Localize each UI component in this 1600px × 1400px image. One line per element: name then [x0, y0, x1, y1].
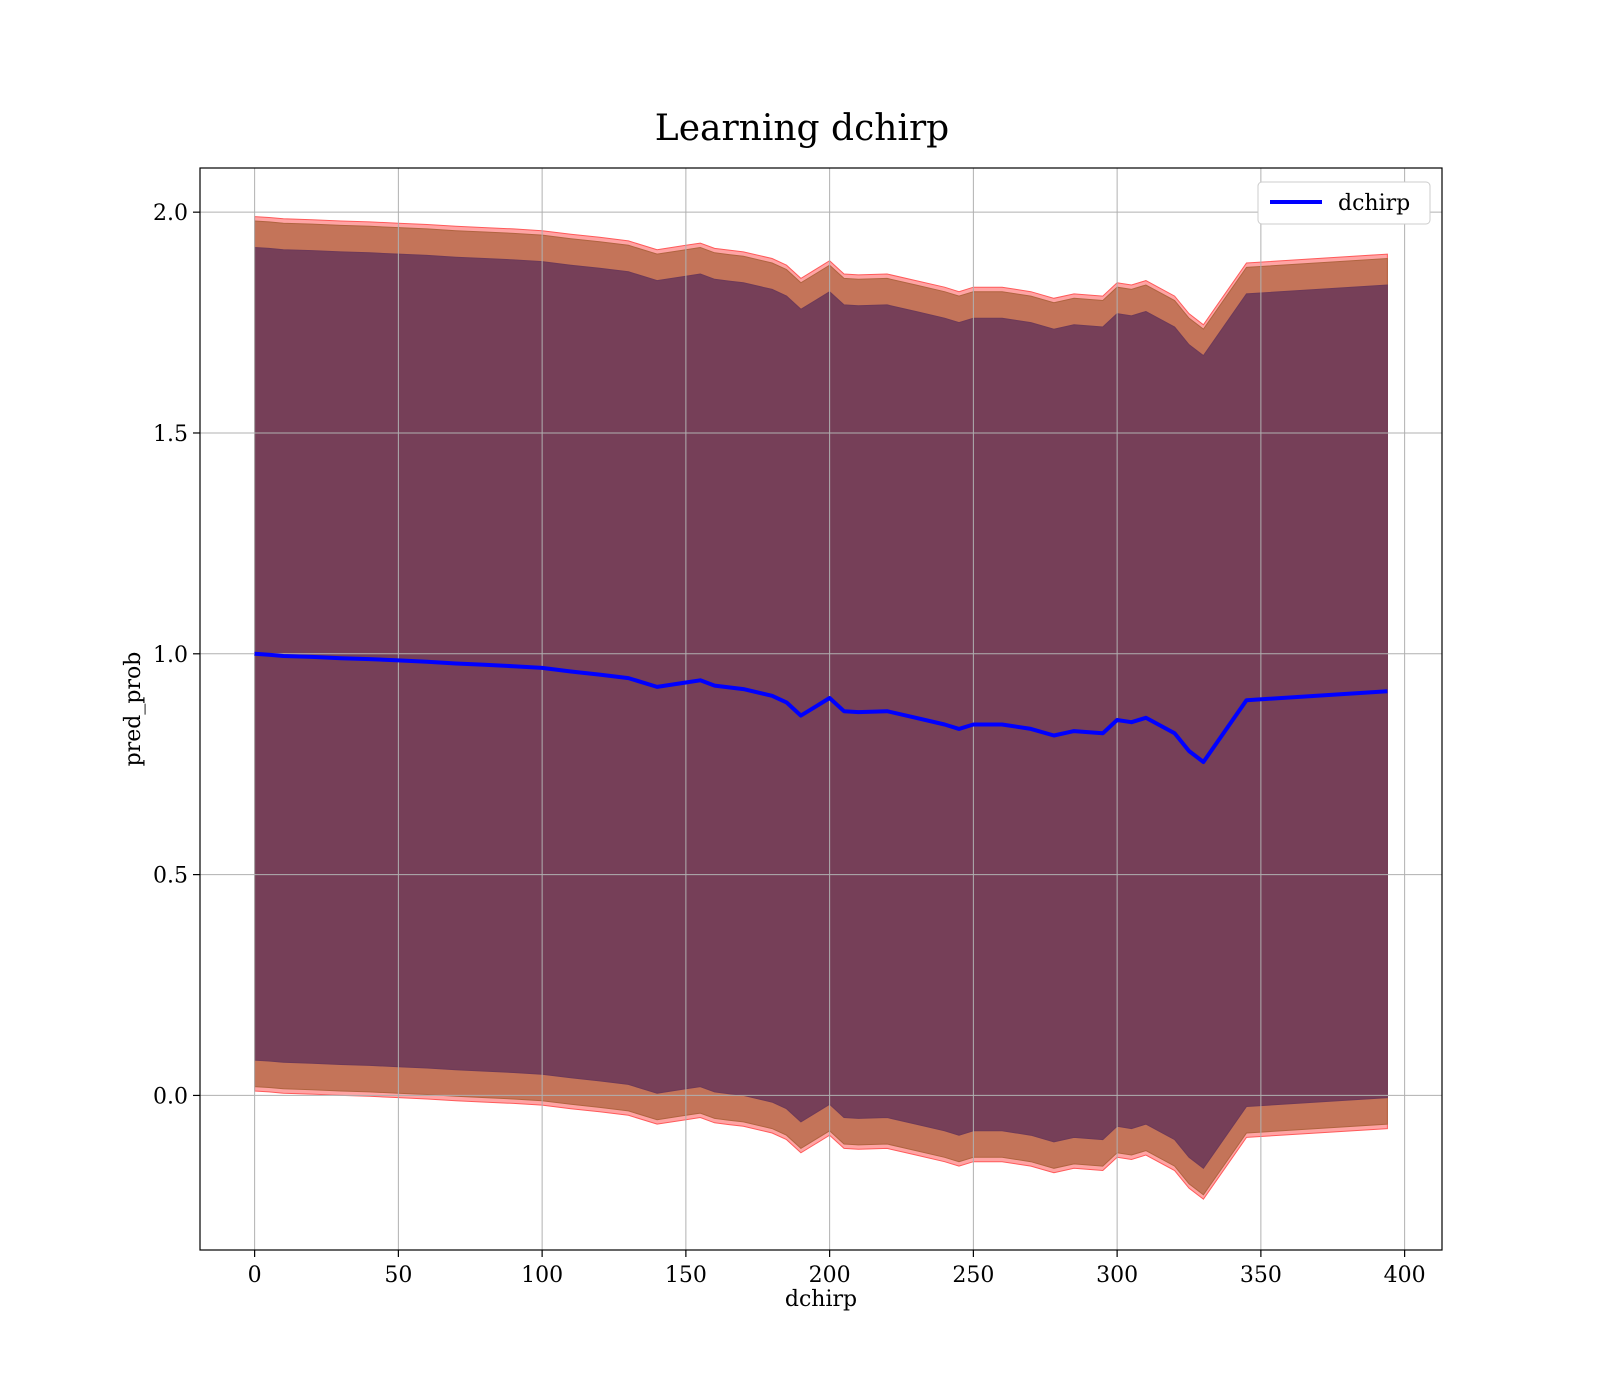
y-axis-ticks: 0.0 0.5 1.0 1.5 2.0: [153, 201, 200, 1109]
legend: dchirp: [1257, 181, 1431, 225]
y-tick-label: 2.0: [153, 201, 188, 226]
confidence-bands: [254, 216, 1388, 1200]
plot-frame: [199, 167, 1443, 1251]
x-tick-label: 50: [384, 1263, 412, 1288]
legend-box: [1257, 181, 1431, 225]
x-tick-label: 250: [952, 1263, 994, 1288]
x-tick-label: 400: [1384, 1263, 1426, 1288]
series-line-dchirp: [254, 651, 1388, 764]
x-tick-label: 0: [248, 1263, 262, 1288]
y-tick-label: 0.5: [153, 864, 188, 889]
y-tick-label: 1.5: [153, 422, 188, 447]
y-axis-label: pred_prob: [121, 652, 146, 767]
band-inner: [254, 246, 1388, 1170]
chart-title: Learning dchirp: [655, 108, 949, 149]
x-axis-label: dchirp: [785, 1287, 857, 1312]
plot-area: [199, 167, 1443, 1251]
x-tick-label: 300: [1096, 1263, 1138, 1288]
x-tick-label: 200: [809, 1263, 851, 1288]
series-lines: [254, 651, 1388, 764]
legend-label-dchirp: dchirp: [1338, 191, 1410, 216]
y-tick-label: 1.0: [153, 643, 188, 668]
grid-lines: [200, 168, 1442, 1250]
x-tick-label: 150: [665, 1263, 707, 1288]
y-tick-label: 0.0: [153, 1084, 188, 1109]
x-tick-label: 350: [1240, 1263, 1282, 1288]
x-axis-ticks: 0 50 100 150 200 250 300 350 400: [248, 1250, 1426, 1288]
x-tick-label: 100: [521, 1263, 563, 1288]
